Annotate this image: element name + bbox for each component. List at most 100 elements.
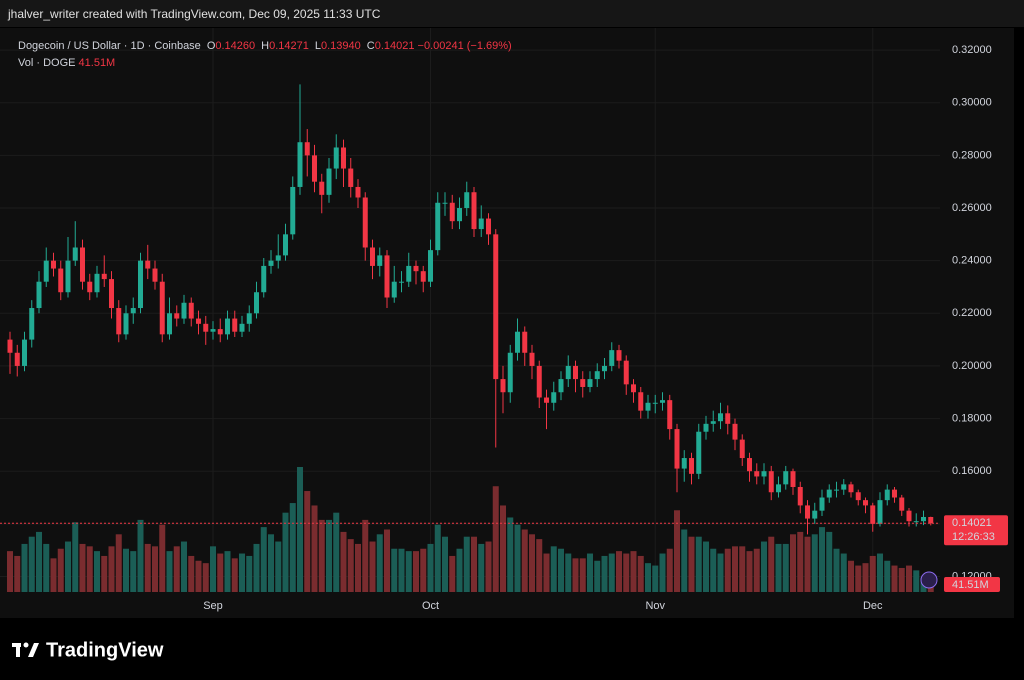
volume-bar xyxy=(413,551,419,592)
volume-bar xyxy=(674,510,680,592)
candle-body xyxy=(768,471,774,493)
volume-bar xyxy=(398,548,405,592)
candle-body xyxy=(43,260,49,282)
volume-bar xyxy=(369,541,376,592)
candle-body xyxy=(297,142,303,187)
candle-body xyxy=(783,471,789,485)
candle-body xyxy=(674,429,680,469)
volume-bar xyxy=(529,534,535,592)
candle-body xyxy=(7,339,13,353)
volume-bar xyxy=(275,541,282,592)
volume-bar xyxy=(7,551,13,592)
candle-body xyxy=(623,360,629,385)
volume-bar xyxy=(36,531,42,592)
candle-body xyxy=(167,313,172,335)
volume-bar xyxy=(594,560,601,592)
candle-body xyxy=(130,308,136,314)
candle-body xyxy=(51,260,56,269)
volume-bar xyxy=(507,517,514,592)
candle-body xyxy=(471,192,477,230)
volume-bar xyxy=(630,551,637,592)
volume-bar xyxy=(253,543,260,592)
candle-body xyxy=(493,234,499,380)
volume-bar xyxy=(695,536,702,592)
ohlc-key: L xyxy=(314,40,321,52)
candle-body xyxy=(239,323,245,332)
candle-body xyxy=(391,281,397,298)
volume-bar xyxy=(376,534,383,592)
candle-body xyxy=(558,379,564,393)
volume-bar xyxy=(65,541,71,592)
candle-body xyxy=(855,492,861,501)
last-price-label: 0.14021 xyxy=(952,517,992,529)
ohlc-value: 0.13940 xyxy=(320,40,361,52)
candle-body xyxy=(529,352,535,366)
candle-body xyxy=(152,268,158,282)
volume-bar xyxy=(478,543,485,592)
volume-bar xyxy=(43,543,50,592)
legend-row: Dogecoin / US Dollar · 1D · Coinbase O0.1… xyxy=(18,38,512,55)
volume-bar xyxy=(79,543,86,592)
price-tag xyxy=(944,515,1008,546)
candle-body xyxy=(29,308,35,340)
volume-bar xyxy=(637,555,644,592)
candle-body xyxy=(217,329,223,335)
candle-body xyxy=(181,302,187,319)
volume-bar xyxy=(173,546,180,592)
candle-body xyxy=(892,489,897,498)
candle-body xyxy=(790,471,796,487)
candle-body xyxy=(14,352,20,366)
top-bar xyxy=(0,0,1024,27)
candle-body xyxy=(848,484,854,493)
candle-body xyxy=(725,413,731,424)
candle-body xyxy=(36,281,42,309)
volume-bar xyxy=(710,548,717,592)
volume-bar xyxy=(884,560,891,592)
volume-bar xyxy=(688,536,695,592)
volume-bar xyxy=(601,555,608,592)
candle-body xyxy=(551,392,557,403)
candle-body xyxy=(138,260,143,309)
volume-bar xyxy=(347,539,354,592)
candle-body xyxy=(196,318,201,324)
volume-title: Vol · DOGE xyxy=(18,57,76,69)
volume-bar xyxy=(623,553,630,592)
volume-bar xyxy=(521,529,528,592)
candle-body xyxy=(652,402,658,404)
volume-bar xyxy=(790,534,796,592)
volume-bar xyxy=(260,527,267,592)
volume-bar xyxy=(442,536,448,592)
candle-body xyxy=(580,379,586,387)
candle-body xyxy=(565,365,571,380)
volume-bar xyxy=(666,548,673,592)
candle-body xyxy=(703,423,709,432)
volume-bar xyxy=(130,551,137,592)
candle-body xyxy=(261,265,267,293)
volume-bar xyxy=(558,548,564,592)
candle-body xyxy=(290,186,296,235)
candle-body xyxy=(486,218,491,235)
candle-body xyxy=(660,400,665,403)
candle-body xyxy=(834,489,839,491)
volume-bar xyxy=(572,558,579,592)
volume-bar xyxy=(898,567,905,592)
volume-bar xyxy=(202,563,209,592)
volume-bar xyxy=(289,503,296,592)
volume-bar xyxy=(565,553,572,592)
volume-bar xyxy=(282,512,289,592)
ohlc-key: O xyxy=(206,40,216,52)
volume-bar xyxy=(659,553,666,592)
logo: TradingView xyxy=(12,639,164,661)
candle-body xyxy=(478,218,484,230)
x-tick-label: Oct xyxy=(422,600,439,612)
candle-body xyxy=(203,323,209,332)
candle-body xyxy=(732,423,738,440)
volume-bar xyxy=(608,553,615,592)
volume-bar xyxy=(137,519,144,592)
y-tick-label: 0.16000 xyxy=(952,465,992,477)
countdown: 12:26:33 xyxy=(952,531,995,543)
candle-body xyxy=(696,431,702,474)
candle-body xyxy=(710,421,716,424)
candle-body xyxy=(754,471,760,477)
